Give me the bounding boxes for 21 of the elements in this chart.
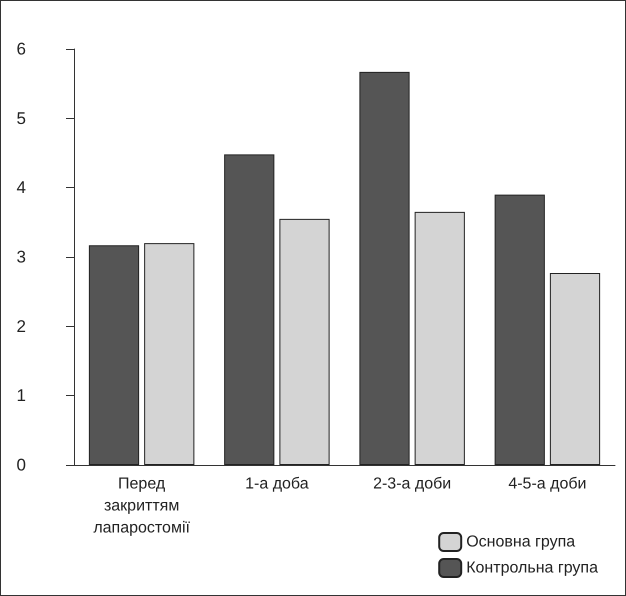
legend-label: Контрольна група <box>466 560 598 576</box>
y-tick-label: 0 <box>16 456 26 474</box>
bar <box>88 245 140 465</box>
bar <box>550 272 600 465</box>
x-tick-label: 2-3-а доби <box>373 476 452 492</box>
x-tick-label: Перед закриттям лапаростомії <box>93 476 190 536</box>
bar <box>494 194 545 465</box>
bar <box>359 72 410 465</box>
y-tick-label: 1 <box>16 386 26 406</box>
y-tick-label: 3 <box>16 248 26 266</box>
y-tick-label: 4 <box>16 178 26 198</box>
x-tick-label: 4-5-а доби <box>508 476 586 492</box>
x-tick-label: 1-а доба <box>245 476 309 492</box>
bar <box>144 243 194 465</box>
legend-label: Основна група <box>466 534 576 550</box>
y-tick-label: 2 <box>16 316 26 336</box>
bar <box>224 154 274 465</box>
bar <box>414 212 465 465</box>
bar <box>279 218 330 465</box>
y-tick-label: 5 <box>16 108 26 128</box>
y-tick-label: 6 <box>16 40 26 58</box>
